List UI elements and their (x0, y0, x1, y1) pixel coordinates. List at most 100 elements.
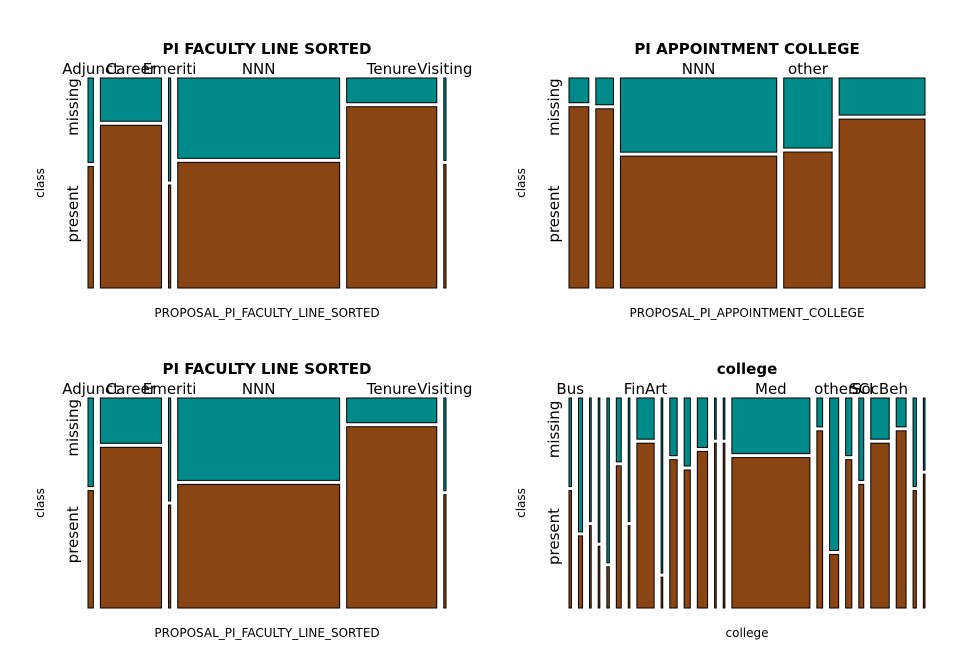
tile-missing (636, 397, 655, 440)
tile-present (669, 459, 678, 609)
panel-title: PI APPOINTMENT COLLEGE (634, 40, 859, 58)
category-label: Tenure (366, 60, 417, 78)
tile-present (731, 457, 811, 609)
panel-title: PI FACULTY LINE SORTED (162, 40, 371, 58)
tile-missing (683, 397, 691, 467)
panel-title: college (717, 360, 778, 378)
category-label: Career (106, 60, 157, 78)
category-label: Emeriti (143, 380, 197, 398)
tile-present (858, 483, 865, 609)
tile-missing (595, 77, 614, 106)
mosaic-panel: PI FACULTY LINE SORTED PROPOSAL_PI_FACULT… (33, 40, 472, 320)
row-label-present: present (545, 508, 563, 565)
tile-missing (577, 397, 584, 533)
tile-missing (838, 77, 926, 116)
tile-present (595, 108, 614, 289)
category-label: FinArt (624, 380, 668, 398)
tile-missing (816, 397, 824, 428)
row-label-missing: missing (545, 401, 563, 459)
tile-present (177, 161, 341, 289)
tile-missing (568, 77, 590, 104)
tile-present (816, 430, 824, 609)
category-label: Tenure (366, 380, 417, 398)
tile-present (443, 494, 447, 609)
tile-missing (858, 397, 865, 481)
tile-missing (346, 397, 438, 424)
category-label: Emeriti (143, 60, 197, 78)
category-label: other (788, 60, 829, 78)
tile-present (177, 483, 341, 609)
tile-missing (714, 397, 717, 440)
tile-present (714, 442, 717, 609)
tile-missing (99, 77, 162, 122)
tile-present (696, 450, 709, 609)
tile-missing (443, 77, 447, 161)
tile-missing (597, 397, 601, 543)
tile-present (99, 124, 162, 289)
tile-present (568, 106, 590, 289)
tile-missing (619, 77, 778, 153)
tile-present (577, 535, 584, 609)
tile-present (346, 106, 438, 289)
category-label: SCI (849, 380, 873, 398)
mosaic-panel: PI APPOINTMENT COLLEGE PROPOSAL_PI_APPOIN… (514, 40, 926, 320)
tile-present (87, 165, 94, 289)
tile-present (922, 473, 926, 609)
tile-missing (99, 397, 162, 444)
tile-missing (783, 77, 833, 149)
tile-present (87, 490, 94, 609)
tile-present (615, 465, 622, 609)
category-label: other (814, 380, 855, 398)
mosaic-panel: college college class missing present Bus FinA… (514, 360, 926, 640)
tile-present (895, 430, 907, 609)
tile-present (167, 184, 172, 289)
tile-missing (627, 397, 631, 523)
tile-present (683, 469, 691, 609)
tile-missing (167, 397, 172, 502)
category-label: Visiting (417, 380, 472, 398)
tile-missing (167, 77, 172, 182)
tile-present (99, 446, 162, 609)
row-label-present: present (545, 186, 563, 243)
tile-missing (346, 77, 438, 104)
tile-present (346, 426, 438, 609)
tile-missing (443, 397, 447, 492)
tile-present (597, 545, 601, 609)
category-label: Med (755, 380, 787, 398)
tile-present (627, 525, 631, 609)
tile-missing (669, 397, 678, 457)
y-axis-label: class (33, 488, 47, 518)
category-label: Career (106, 380, 157, 398)
row-label-missing: missing (64, 399, 82, 457)
tile-missing (696, 397, 709, 448)
tile-missing (568, 397, 572, 488)
row-label-present: present (64, 185, 82, 242)
tile-present (722, 442, 726, 609)
mosaic-panel: PI FACULTY LINE SORTED PROPOSAL_PI_FACULT… (33, 360, 472, 640)
tile-missing (87, 77, 94, 163)
tile-missing (606, 397, 610, 564)
tile-present (912, 490, 917, 609)
y-axis-label: class (514, 488, 528, 518)
x-axis-label: PROPOSAL_PI_APPOINTMENT_COLLEGE (629, 306, 864, 320)
tile-present (589, 525, 592, 609)
tile-missing (829, 397, 840, 551)
row-label-missing: missing (64, 78, 82, 136)
tile-present (838, 118, 926, 289)
category-label: Bus (556, 380, 584, 398)
row-label-missing: missing (545, 78, 563, 136)
y-axis-label: class (514, 168, 528, 198)
category-label: NNN (242, 380, 276, 398)
panel-title: PI FACULTY LINE SORTED (162, 360, 371, 378)
category-label: Adjunct (62, 60, 119, 78)
tile-missing (731, 397, 811, 455)
tile-missing (912, 397, 917, 488)
category-label: NNN (242, 60, 276, 78)
x-axis-label: PROPOSAL_PI_FACULTY_LINE_SORTED (154, 306, 379, 320)
tile-present (845, 459, 853, 609)
tile-present (660, 576, 664, 609)
tile-present (568, 490, 572, 609)
tile-present (619, 155, 778, 289)
category-label: NNN (682, 60, 716, 78)
